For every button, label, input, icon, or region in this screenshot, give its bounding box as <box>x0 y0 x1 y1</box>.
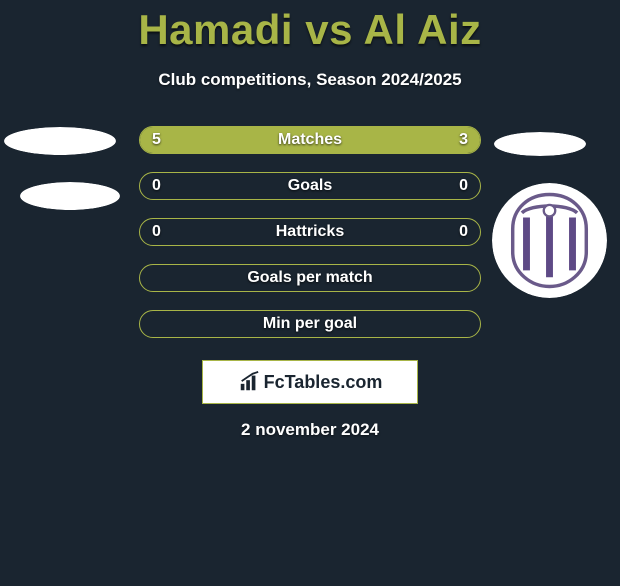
stat-row-hattricks: 0 Hattricks 0 <box>139 218 481 246</box>
player-left-avatar-1 <box>4 127 116 155</box>
stat-label: Hattricks <box>276 223 344 241</box>
stat-row-min-per-goal: Min per goal <box>139 310 481 338</box>
stat-right-value: 3 <box>459 131 468 149</box>
stat-left-value: 5 <box>152 131 161 149</box>
site-logo[interactable]: FcTables.com <box>202 360 418 404</box>
stat-row-goals-per-match: Goals per match <box>139 264 481 292</box>
stat-left-value: 0 <box>152 177 161 195</box>
stat-label: Matches <box>278 131 342 149</box>
stat-label: Goals <box>288 177 332 195</box>
page-title: Hamadi vs Al Aiz <box>0 6 620 54</box>
stat-right-value: 0 <box>459 177 468 195</box>
chart-icon <box>238 371 260 393</box>
stat-row-goals: 0 Goals 0 <box>139 172 481 200</box>
stat-label: Min per goal <box>263 315 357 333</box>
player-left-avatar-2 <box>20 182 120 210</box>
player-right-avatar-1 <box>494 132 586 156</box>
club-crest-right <box>492 183 607 298</box>
footer-date: 2 november 2024 <box>0 420 620 440</box>
stat-label: Goals per match <box>247 269 372 287</box>
site-logo-text: FcTables.com <box>264 372 383 393</box>
stat-right-value: 0 <box>459 223 468 241</box>
stat-left-value: 0 <box>152 223 161 241</box>
stat-row-matches: 5 Matches 3 <box>139 126 481 154</box>
page-subtitle: Club competitions, Season 2024/2025 <box>0 70 620 90</box>
